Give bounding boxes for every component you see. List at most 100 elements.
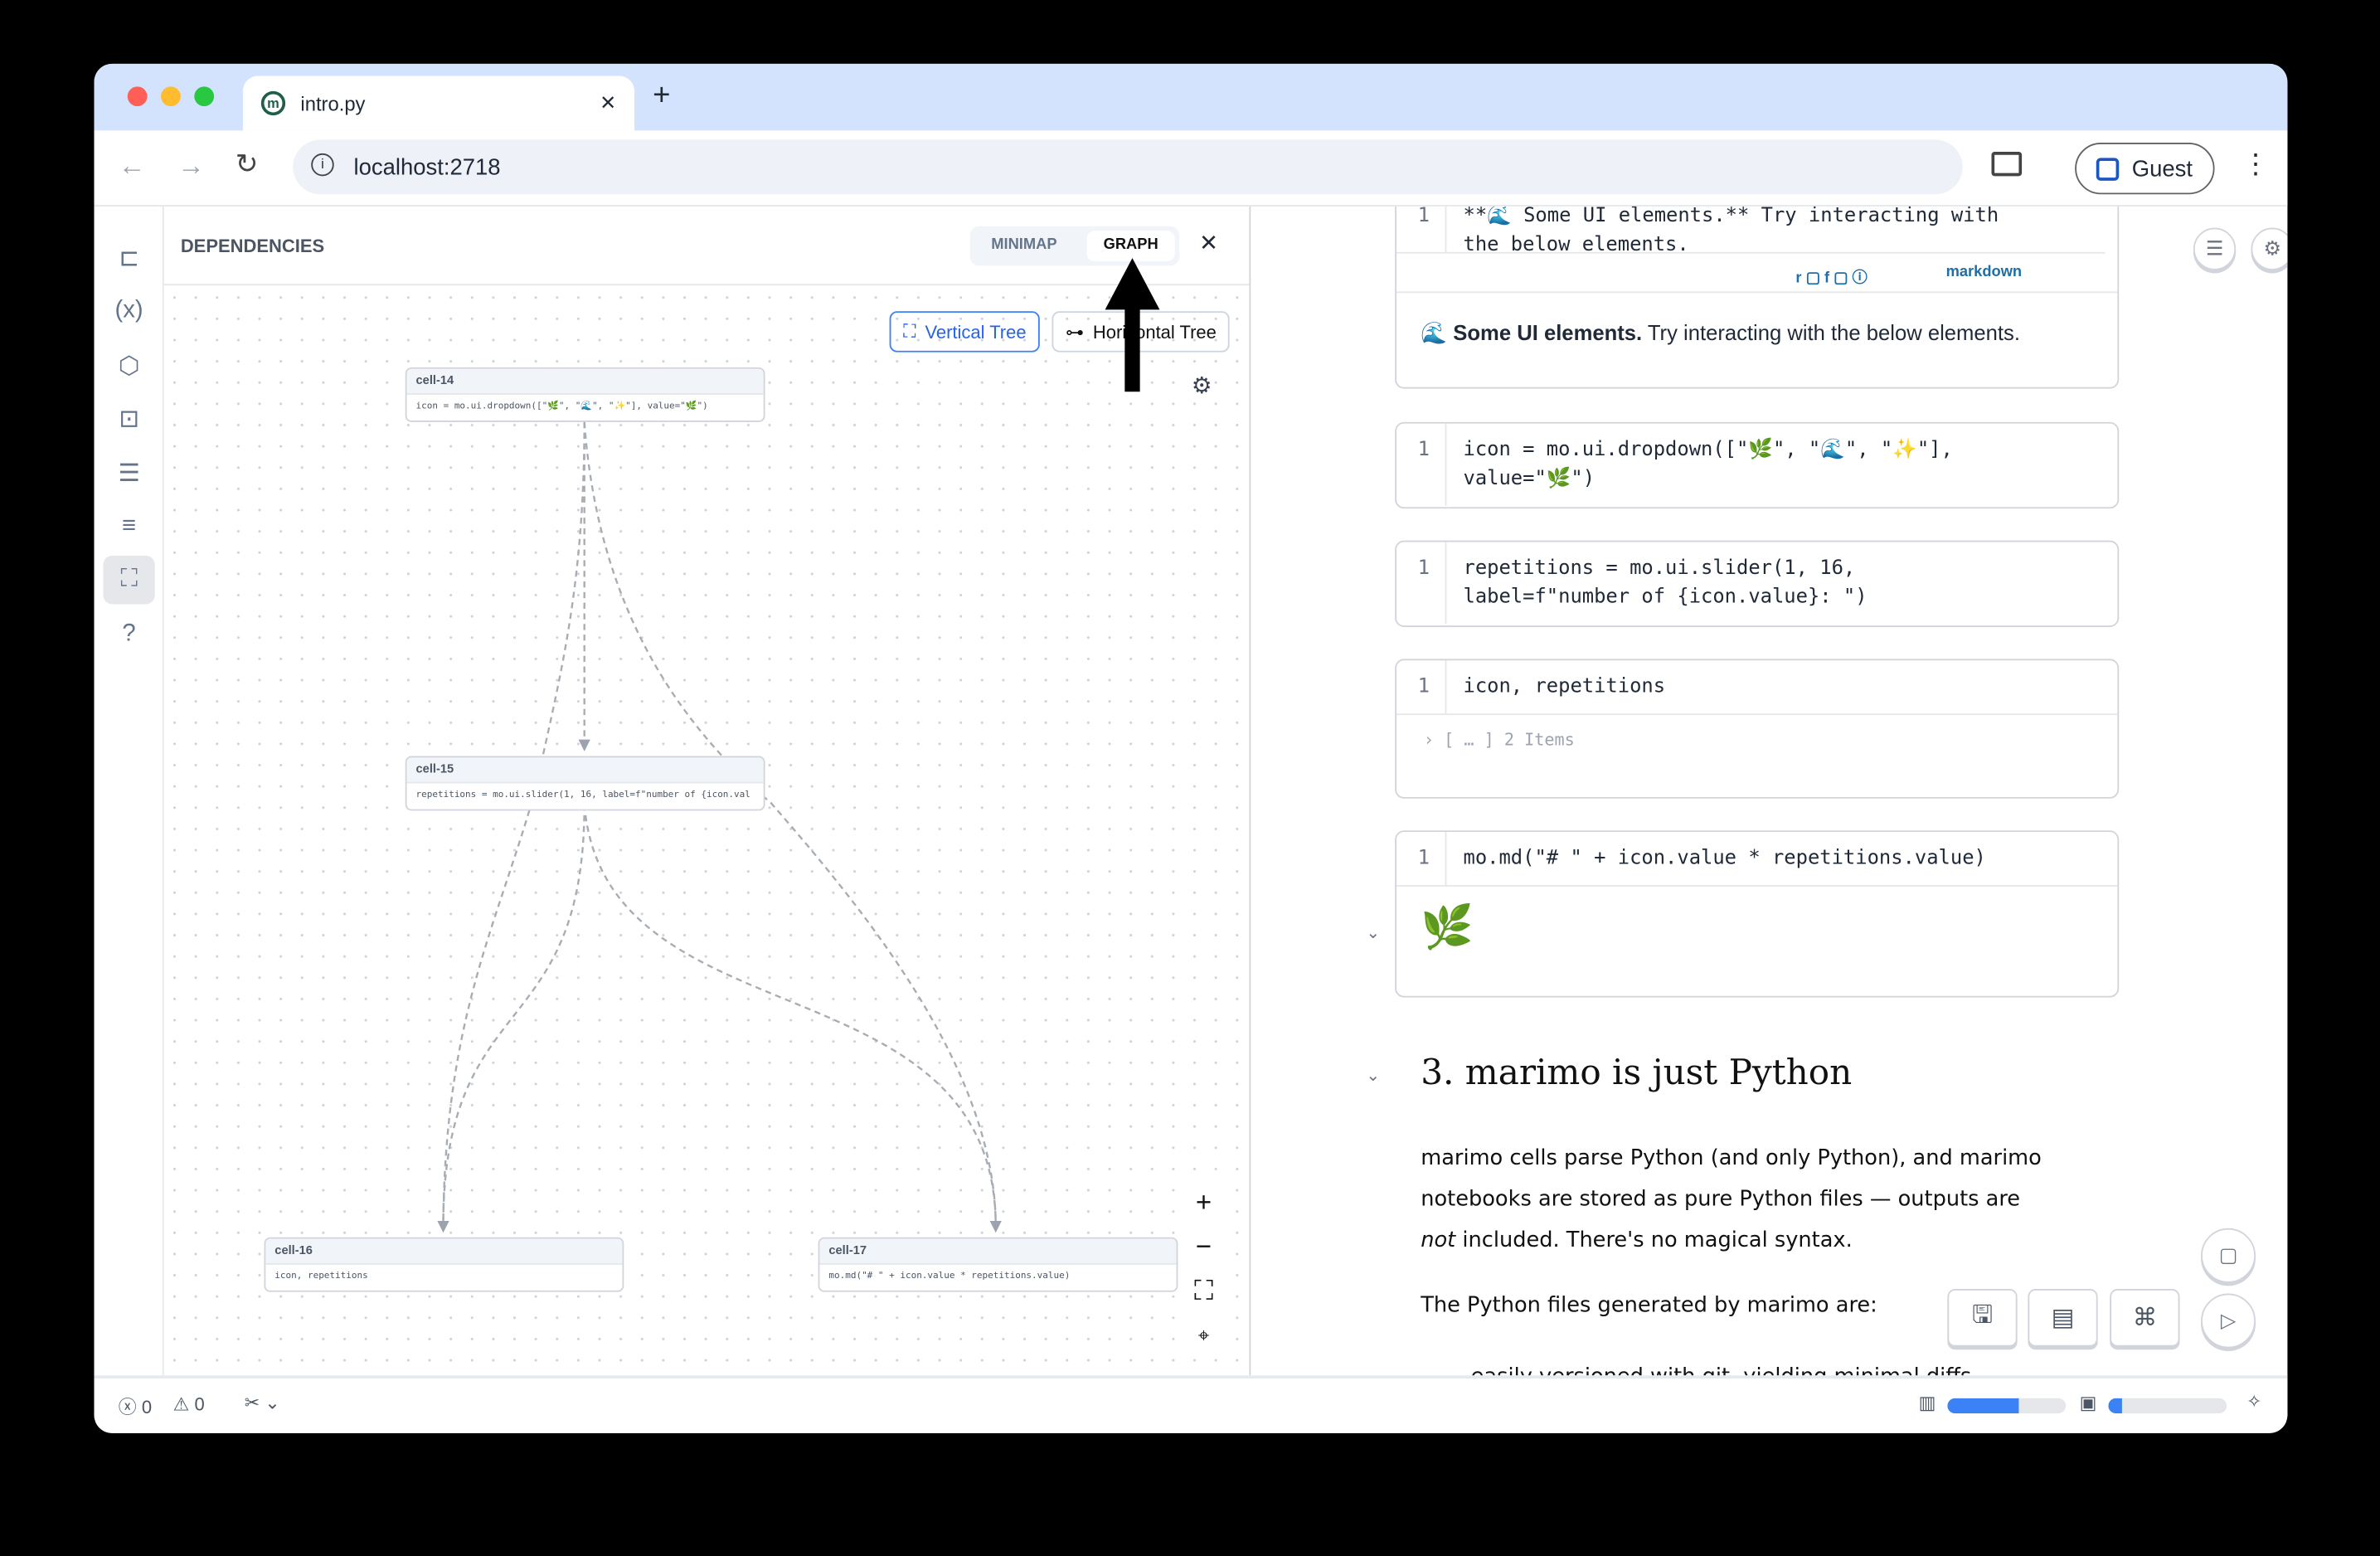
node-title: cell-14	[406, 368, 764, 395]
packages-icon[interactable]: ⬡	[118, 353, 140, 380]
close-window-button[interactable]	[127, 86, 148, 107]
line-number: 1	[1417, 206, 1430, 228]
sidebar: ⊏ (x) ⬡ ⊡ ☰ ≡ ⛶ ?	[94, 206, 164, 1376]
code-line: repetitions = mo.ui.slider(1, 16,	[1463, 557, 1856, 581]
layout-button[interactable]: ▤	[2028, 1289, 2098, 1347]
wave-emoji: 🌊	[1421, 320, 1448, 345]
outline-icon[interactable]: ≡	[122, 513, 137, 539]
vertical-tree-icon: ⛶	[903, 320, 916, 342]
node-title: cell-15	[406, 757, 764, 784]
file-explorer-icon[interactable]: ⊏	[119, 246, 139, 272]
warnings-indicator[interactable]: ⚠ 0	[172, 1393, 205, 1415]
code-cell[interactable]: 1 mo.md("# " + icon.value * repetitions.v…	[1395, 830, 2120, 998]
error-count: 0	[141, 1396, 153, 1418]
locate-icon[interactable]: ⌖	[1181, 1313, 1226, 1358]
edge-cell15-cell17	[583, 805, 1002, 1233]
paragraph: The Python files generated by marimo are…	[1421, 1293, 1877, 1318]
forward-icon[interactable]: →	[177, 150, 206, 181]
save-button[interactable]: 🖫	[1947, 1289, 2018, 1347]
line-number: 1	[1417, 675, 1430, 698]
paragraph-text: included. There's no magical syntax.	[1455, 1228, 1853, 1253]
code-line: icon = mo.ui.dropdown(["🌿", "🌊", "✨"],	[1463, 438, 1953, 462]
tab-graph[interactable]: GRAPH	[1086, 231, 1175, 261]
settings-button[interactable]: ⚙	[2251, 227, 2288, 270]
variables-icon[interactable]: (x)	[114, 297, 143, 323]
md-source-line: the below elements.	[1463, 233, 1689, 257]
errors-indicator[interactable]: ⓧ 0	[118, 1396, 153, 1418]
code-line: mo.md("# " + icon.value * repetitions.va…	[1463, 847, 1986, 870]
node-code: mo.md("# " + icon.value * repetitions.va…	[828, 1271, 1071, 1281]
browser-menu-icon[interactable]: ⋮	[2242, 148, 2270, 179]
dependency-graph-canvas[interactable]: ⛶ Vertical Tree ⊶ Horizontal Tree ⚙ cell-1…	[163, 286, 1250, 1376]
list-output[interactable]: › [ … ] 2 Items	[1423, 730, 1575, 751]
browser-tab[interactable]: m intro.py ✕	[242, 75, 635, 131]
line-number: 1	[1417, 847, 1430, 870]
leaf-output: 🌿	[1421, 903, 1474, 951]
command-palette-button[interactable]: ⌘	[2110, 1289, 2180, 1347]
help-icon[interactable]: ?	[122, 620, 136, 647]
collapse-chevron-icon[interactable]: ⌄	[1366, 924, 1381, 943]
zoom-out-button[interactable]: −	[1181, 1225, 1226, 1270]
minimize-window-button[interactable]	[161, 86, 181, 107]
tab-minimap[interactable]: MINIMAP	[991, 236, 1057, 254]
graph-node-cell-16[interactable]: cell-16 icon, repetitions	[264, 1237, 624, 1292]
code-cell[interactable]: 1 icon, repetitions › [ … ] 2 Items	[1395, 659, 2120, 799]
cpu-usage-bar	[2108, 1398, 2227, 1414]
ai-sparkle-icon[interactable]: ✧	[2246, 1390, 2262, 1413]
warning-count: 0	[194, 1393, 205, 1415]
run-button[interactable]: ▷	[2201, 1293, 2256, 1349]
line-number: 1	[1417, 557, 1430, 581]
edge-cell14-cell16	[437, 421, 585, 1233]
back-icon[interactable]: ←	[118, 150, 146, 181]
vertical-tree-button[interactable]: ⛶ Vertical Tree	[889, 311, 1041, 353]
tab-title: intro.py	[300, 91, 366, 115]
annotation-arrow-icon	[1105, 258, 1160, 392]
cell-language[interactable]: markdown	[1945, 264, 2023, 281]
vertical-tree-label: Vertical Tree	[925, 321, 1027, 343]
md-source-line: **🌊 Some UI elements.** Try interacting …	[1463, 206, 1999, 228]
stop-button[interactable]: ▢	[2201, 1228, 2256, 1283]
cast-search-icon[interactable]	[1991, 152, 2023, 177]
cell-flags[interactable]: r ▢ f ▢ ⓘ	[1795, 270, 1868, 287]
close-panel-icon[interactable]: ✕	[1199, 231, 1219, 257]
site-info-icon[interactable]: i	[311, 153, 334, 177]
new-tab-button[interactable]: +	[653, 79, 671, 113]
profile-button[interactable]: Guest	[2075, 143, 2215, 195]
cpu-icon: ▣	[2079, 1392, 2097, 1414]
marimo-favicon-icon: m	[260, 90, 286, 116]
browser-window: m intro.py ✕ + ← → ↻ i localhost:2718 Gu…	[94, 63, 2288, 1433]
horizontal-tree-button[interactable]: ⊶ Horizontal Tree	[1052, 311, 1231, 353]
code-cell[interactable]: 1 icon = mo.ui.dropdown(["🌿", "🌊", "✨"], v…	[1395, 421, 2120, 509]
ai-off-icon[interactable]: ✂ ⌄	[244, 1392, 280, 1414]
code-cell[interactable]: 1 repetitions = mo.ui.slider(1, 16, label=…	[1395, 540, 2120, 627]
list-item: easily versioned with git, yielding mini…	[1471, 1357, 1972, 1376]
status-bar: ⓧ 0 ⚠ 0 ✂ ⌄ ▥ ▣ ✧	[94, 1375, 2288, 1433]
line-number: 1	[1417, 438, 1430, 462]
maximize-window-button[interactable]	[194, 86, 215, 107]
dependencies-icon[interactable]: ⛶	[103, 555, 155, 605]
code-line: value="🌿")	[1463, 467, 1596, 491]
graph-node-cell-17[interactable]: cell-17 mo.md("# " + icon.value * repetit…	[818, 1237, 1178, 1292]
tab-bar: m intro.py ✕ +	[94, 63, 2288, 131]
graph-settings-icon[interactable]: ⚙	[1191, 373, 1212, 400]
graph-node-cell-14[interactable]: cell-14 icon = mo.ui.dropdown(["🌿", "🌊", …	[405, 367, 765, 422]
menu-button[interactable]: ☰	[2193, 227, 2237, 270]
paragraph-text: marimo cells parse Python (and only Pyth…	[1421, 1145, 2042, 1212]
ai-assistant-icon[interactable]: ⊡	[119, 406, 139, 433]
node-code: repetitions = mo.ui.slider(1, 16, label=…	[415, 789, 750, 800]
memory-icon: ▥	[1918, 1392, 1936, 1414]
collapse-chevron-icon[interactable]: ⌄	[1366, 1067, 1381, 1086]
url-field[interactable]: i localhost:2718	[293, 139, 1963, 195]
logs-icon[interactable]: ☰	[118, 461, 140, 488]
edge-cell15-cell16	[437, 805, 585, 1233]
memory-usage-bar	[1947, 1398, 2067, 1414]
paragraph: marimo cells parse Python (and only Pyth…	[1421, 1139, 2058, 1262]
reload-icon[interactable]: ↻	[235, 148, 259, 179]
edge-cell14-cell17	[583, 421, 1002, 1233]
zoom-in-button[interactable]: +	[1181, 1181, 1226, 1226]
graph-node-cell-15[interactable]: cell-15 repetitions = mo.ui.slider(1, 16,…	[405, 756, 765, 811]
close-tab-icon[interactable]: ✕	[600, 90, 617, 114]
fit-view-icon[interactable]: ⛶	[1181, 1269, 1226, 1314]
panel-title: DEPENDENCIES	[180, 235, 325, 257]
markdown-cell[interactable]: 1 **🌊 Some UI elements.** Try interacting…	[1395, 206, 2120, 389]
